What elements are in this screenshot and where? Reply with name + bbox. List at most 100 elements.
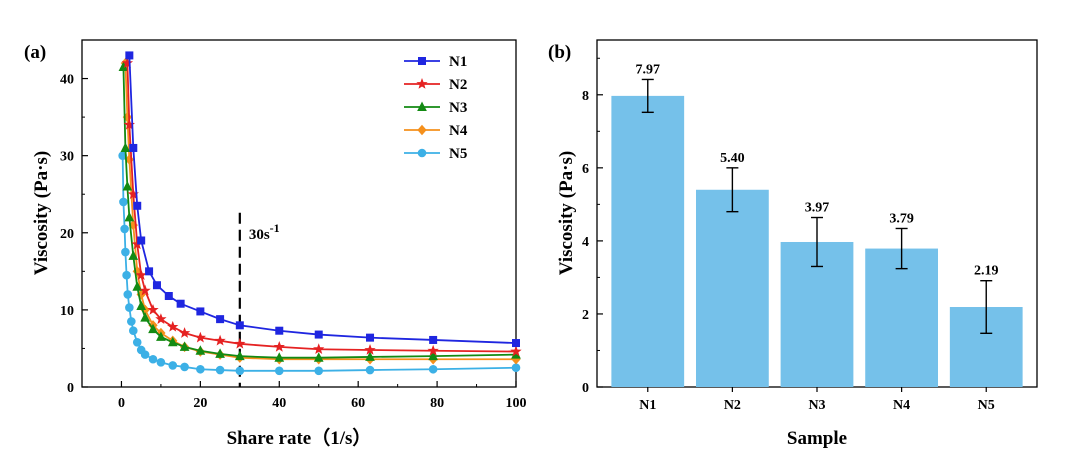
panel-b: (b) 0 2 4 6 8 N1 N2 N3 N4 N5 7.97 5.40 3.97 3.79 2.19… xyxy=(548,39,1038,449)
data-point-n2 xyxy=(427,344,439,356)
data-point-n5 xyxy=(168,361,178,370)
data-point-n2 xyxy=(139,284,151,296)
panel-b-xlabel: Sample xyxy=(787,428,847,449)
data-point-n1 xyxy=(235,321,244,330)
data-point-n2 xyxy=(135,269,147,280)
data-point-n3 xyxy=(140,312,150,322)
data-point-n1 xyxy=(164,292,173,301)
data-point-n2 xyxy=(178,327,191,338)
panel-b-label: (b) xyxy=(548,42,571,63)
data-point-n2 xyxy=(121,57,134,68)
data-point-n5 xyxy=(428,364,438,374)
data-point-n3 xyxy=(428,350,438,361)
data-point-n3 xyxy=(132,281,143,291)
bar-group-n1: 7.97 xyxy=(611,62,685,388)
panel-a: (a) 0 20 40 60 80 100 0 10 20 30 40 30s-1 N1 N2 N3 N4… xyxy=(24,39,527,449)
bar-value-label: 5.40 xyxy=(720,151,745,166)
data-point-n3 xyxy=(128,250,139,260)
data-point-n3 xyxy=(179,341,190,351)
series-line-n3 xyxy=(122,66,517,359)
data-point-n1 xyxy=(196,307,205,316)
panel-a-xtick-label: 40 xyxy=(272,396,286,411)
series-n2 xyxy=(121,57,522,357)
data-point-n5 xyxy=(120,224,129,234)
panel-a-xtick-label: 60 xyxy=(351,396,365,411)
legend-swatch-marker xyxy=(417,124,427,136)
data-point-n1 xyxy=(176,299,185,308)
panel-b-xtick-label: N1 xyxy=(639,398,656,413)
data-point-n2 xyxy=(234,337,246,349)
data-point-n2 xyxy=(155,313,167,324)
data-point-n3 xyxy=(215,348,225,358)
data-point-n5 xyxy=(314,366,324,376)
panel-b-ylabel: Viscosity (Pa·s) xyxy=(556,151,577,275)
legend-item-n3: N3 xyxy=(404,100,467,116)
data-point-n5 xyxy=(132,337,142,347)
panel-a-ylabel: Viscosity (Pa·s) xyxy=(31,151,52,275)
data-point-n3 xyxy=(122,181,133,191)
bar-value-label: 2.19 xyxy=(974,264,999,279)
annotation-value: 30s xyxy=(249,227,270,243)
panel-b-xtick-label: N5 xyxy=(978,398,995,413)
bar-group-n5: 2.19 xyxy=(949,264,1023,387)
data-point-n2 xyxy=(194,331,207,343)
legend-label: N5 xyxy=(449,146,467,162)
panel-b-bars: 7.97 5.40 3.97 3.79 2.19 xyxy=(611,62,1023,388)
data-point-n3 xyxy=(148,323,158,334)
panel-a-label: (a) xyxy=(24,42,46,63)
data-point-n5 xyxy=(274,366,284,376)
data-point-n3 xyxy=(156,331,166,341)
data-point-n2 xyxy=(364,344,376,355)
data-point-n5 xyxy=(127,317,136,326)
panel-b-ytick-label: 2 xyxy=(582,308,589,323)
data-point-n1 xyxy=(275,326,284,335)
panel-a-ytick-label: 10 xyxy=(60,304,74,319)
legend-item-n2: N2 xyxy=(404,77,467,93)
panel-a-xtick-label: 0 xyxy=(118,396,125,411)
data-point-n1 xyxy=(129,143,138,152)
series-line-n1 xyxy=(128,55,517,344)
panel-b-ytick-label: 4 xyxy=(582,235,589,250)
series-n1 xyxy=(125,51,521,348)
annotation-label: 30s-1 xyxy=(249,221,280,243)
bar-n4 xyxy=(865,248,938,387)
data-point-n3 xyxy=(234,350,245,361)
data-point-n5 xyxy=(365,365,375,375)
panel-b-ytick-label: 8 xyxy=(582,89,589,104)
legend-swatch-marker xyxy=(416,78,428,89)
data-point-n5 xyxy=(119,197,128,207)
data-point-n3 xyxy=(124,211,135,222)
legend-label: N2 xyxy=(449,77,467,93)
panel-b-xtick-label: N3 xyxy=(808,398,825,413)
bar-group-n3: 3.97 xyxy=(780,201,854,387)
data-point-n2 xyxy=(214,334,226,346)
panel-a-xlabel: Share rate（1/s） xyxy=(227,426,372,449)
legend-label: N4 xyxy=(449,123,468,139)
data-point-n5 xyxy=(235,366,245,376)
legend-swatch-marker xyxy=(417,101,427,111)
data-point-n5 xyxy=(140,350,150,359)
bar-group-n2: 5.40 xyxy=(696,151,769,387)
legend-swatch-marker xyxy=(417,148,427,158)
data-point-n3 xyxy=(365,351,375,361)
data-point-n5 xyxy=(125,303,134,312)
data-point-n2 xyxy=(167,320,179,332)
data-point-n2 xyxy=(313,343,325,355)
data-point-n1 xyxy=(314,330,323,339)
legend-swatch-marker xyxy=(417,57,426,66)
data-point-n1 xyxy=(152,281,161,290)
panel-a-ytick-label: 0 xyxy=(67,381,74,396)
legend-item-n5: N5 xyxy=(404,146,467,162)
data-point-n5 xyxy=(180,362,189,372)
bar-value-label: 3.97 xyxy=(805,201,830,216)
data-point-n5 xyxy=(156,358,166,367)
data-point-n5 xyxy=(123,290,133,299)
bar-group-n4: 3.79 xyxy=(865,211,938,387)
data-point-n1 xyxy=(512,339,521,348)
data-point-n5 xyxy=(128,326,138,336)
bar-n2 xyxy=(696,189,769,387)
data-point-n1 xyxy=(366,333,375,342)
data-point-n5 xyxy=(196,364,205,374)
data-point-n1 xyxy=(133,201,142,210)
data-point-n2 xyxy=(273,340,285,352)
